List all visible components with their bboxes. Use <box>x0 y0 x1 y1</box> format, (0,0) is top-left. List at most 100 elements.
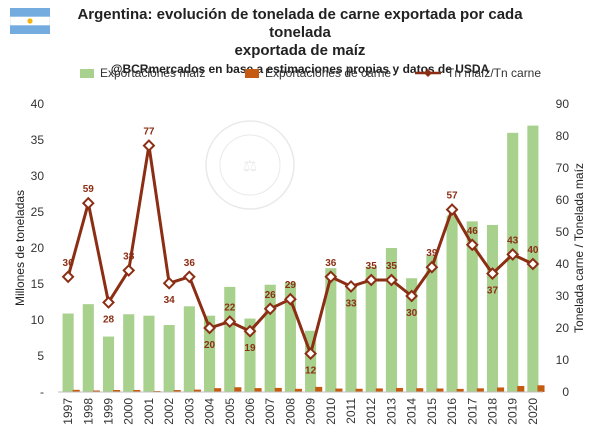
bar-maiz-2005 <box>224 286 236 392</box>
ratio-data-label: 43 <box>507 235 519 246</box>
y-tick-label: 40 <box>31 97 45 111</box>
y-tick-label: 30 <box>31 169 45 183</box>
legend-label-carne: Exportaciones de carne <box>265 66 392 80</box>
ratio-point-2008 <box>283 292 297 306</box>
bar-carne-2008 <box>294 388 303 392</box>
bar-maiz-1998 <box>82 304 94 392</box>
bar-carne-2017 <box>476 388 484 392</box>
bar-maiz-1999 <box>102 336 115 392</box>
y-tick-label: 15 <box>31 277 45 291</box>
x-tick-label: 2010 <box>324 398 338 425</box>
ratio-point-2009 <box>304 347 318 361</box>
x-tick-label: 2002 <box>162 398 176 425</box>
ratio-data-label: 59 <box>83 184 95 195</box>
legend: Exportaciones maíz Exportaciones de carn… <box>70 66 570 84</box>
bar-carne-2005 <box>234 387 242 392</box>
bar-carne-2006 <box>254 388 262 392</box>
legend-label-ratio: Tn maíz/Tn carne <box>447 66 542 80</box>
bar-maiz-2001 <box>143 315 155 392</box>
ratio-point-2010 <box>324 270 338 284</box>
ratio-data-label: 36 <box>184 258 196 269</box>
ratio-data-label: 39 <box>426 248 438 259</box>
ratio-data-label: 30 <box>406 308 418 319</box>
legend-item-ratio: Tn maíz/Tn carne <box>415 66 541 80</box>
x-tick-label: 2014 <box>405 398 419 425</box>
chart-title-line-2: exportada de maíz <box>234 42 366 59</box>
ratio-point-2013 <box>385 273 398 287</box>
x-tick-label: 2005 <box>223 398 237 425</box>
svg-text:⚖: ⚖ <box>243 158 257 175</box>
y-axis-title: Millones de toneladas <box>13 190 27 306</box>
x-tick-label: 1998 <box>81 398 95 425</box>
x-tick-label: 2012 <box>364 398 378 425</box>
bar-maiz-1997 <box>62 313 74 392</box>
ratio-data-label: 36 <box>63 258 75 269</box>
ratio-data-label: 12 <box>305 366 317 377</box>
ratio-point-2000 <box>122 263 136 277</box>
bar-carne-2009 <box>315 386 323 392</box>
bar-maiz-2000 <box>123 314 135 392</box>
y-tick-label: 25 <box>31 205 45 219</box>
ratio-data-label: 37 <box>487 286 499 297</box>
ratio-point-2020 <box>526 257 540 271</box>
x-tick-label: 2003 <box>182 398 196 425</box>
bar-maiz-2007 <box>264 284 276 392</box>
y-tick-label: - <box>40 385 44 399</box>
bar-carne-2018 <box>497 387 505 392</box>
x-tick-label: 2019 <box>506 398 520 425</box>
bar-carne-2011 <box>355 388 363 392</box>
bar-carne-2014 <box>416 388 424 392</box>
y2-tick-label: 50 <box>556 225 570 239</box>
bar-maiz-2012 <box>365 266 377 392</box>
ratio-point-1997 <box>61 270 75 284</box>
bar-maiz-2003 <box>183 306 195 392</box>
chart-title-line-1: Argentina: evolución de tonelada de carn… <box>77 6 523 41</box>
bar-maiz-2014 <box>406 278 418 392</box>
ratio-data-label: 28 <box>103 314 115 325</box>
x-tick-label: 1997 <box>61 398 75 425</box>
ratio-data-label: 35 <box>366 261 378 272</box>
bar-carne-2019 <box>517 385 525 392</box>
bar-carne-2002 <box>173 390 181 392</box>
bar-maiz-2009 <box>305 330 317 392</box>
x-tick-label: 2016 <box>445 398 459 425</box>
bar-maiz-2019 <box>507 132 519 393</box>
y2-tick-label: 20 <box>556 321 570 335</box>
bar-carne-1997 <box>72 389 80 392</box>
bar-carne-2003 <box>193 389 201 392</box>
ratio-point-2005 <box>223 315 237 329</box>
watermark-seal: ⚖ <box>205 120 295 210</box>
y-tick-label: 10 <box>31 313 45 327</box>
y2-tick-label: 40 <box>556 257 570 271</box>
ratio-data-label: 77 <box>143 127 155 138</box>
ratio-point-2012 <box>364 273 378 287</box>
ratio-point-2018 <box>486 267 499 281</box>
bar-carne-2015 <box>436 388 444 392</box>
ratio-data-label: 19 <box>244 343 256 354</box>
y-tick-label: 35 <box>31 133 45 147</box>
bar-maiz-2006 <box>244 318 256 392</box>
bar-maiz-2010 <box>325 268 337 392</box>
ratio-point-2019 <box>506 247 520 261</box>
y2-tick-label: 70 <box>556 161 570 175</box>
chart-subtitle: @BCRmercados en base a estimaciones prop… <box>110 62 490 76</box>
y2-tick-label: 0 <box>562 385 569 399</box>
x-tick-label: 1999 <box>102 398 116 425</box>
ratio-data-label: 38 <box>123 251 135 262</box>
bar-maiz-2008 <box>284 282 296 392</box>
bar-maiz-2002 <box>163 325 175 392</box>
x-tick-label: 2015 <box>425 398 439 425</box>
argentina-flag-icon <box>10 8 50 34</box>
bar-carne-2007 <box>274 387 282 392</box>
x-tick-label: 2017 <box>465 398 479 425</box>
legend-swatch-carne <box>245 68 259 78</box>
bar-carne-2016 <box>456 388 464 392</box>
ratio-data-label: 33 <box>345 298 357 309</box>
y-tick-label: 5 <box>37 349 44 363</box>
ratio-point-2016 <box>445 203 459 217</box>
ratio-data-label: 46 <box>467 226 479 237</box>
ratio-data-label: 26 <box>265 290 277 301</box>
ratio-point-2011 <box>344 279 358 293</box>
ratio-data-label: 35 <box>386 261 398 272</box>
